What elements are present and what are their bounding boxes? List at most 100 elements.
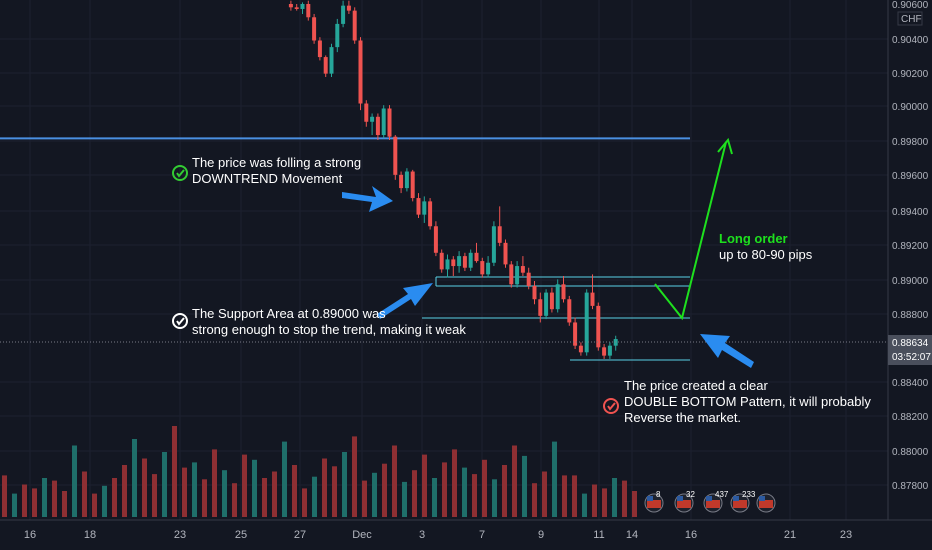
time-tick-label: 9 xyxy=(538,529,544,541)
time-tick-label: 23 xyxy=(840,529,852,541)
volume-bar xyxy=(342,452,347,517)
candle-body xyxy=(596,305,601,348)
candles xyxy=(288,0,618,359)
volume-bar xyxy=(352,436,357,517)
candle-body xyxy=(404,171,409,189)
downtrend-annotation: The price was folling a strong DOWNTREND… xyxy=(192,155,361,187)
time-tick-label: Dec xyxy=(352,529,372,541)
candle-body xyxy=(480,261,485,275)
volume-bar xyxy=(2,475,7,517)
price-tick-label: 0.90200 xyxy=(892,69,929,80)
candle-body xyxy=(352,10,357,41)
volume-bar xyxy=(132,439,137,517)
volume-bar xyxy=(92,493,97,517)
long-projection-arrowhead xyxy=(717,137,733,155)
time-tick-label: 3 xyxy=(419,529,425,541)
flag-stripes xyxy=(733,500,747,508)
volume-bar xyxy=(532,483,537,517)
price-tick-label: 0.90000 xyxy=(892,102,929,113)
candle-body xyxy=(503,242,508,265)
flag-stripes xyxy=(647,500,661,508)
check-circle xyxy=(172,313,188,329)
candle-body xyxy=(312,17,317,41)
volume-bar xyxy=(612,478,617,517)
candle-body xyxy=(410,171,415,199)
candle-body xyxy=(561,284,566,300)
volume-bar xyxy=(42,478,47,517)
time-tick-label: 7 xyxy=(479,529,485,541)
candle-body xyxy=(393,136,398,175)
support-arrow xyxy=(377,283,433,319)
time-tick-label: 27 xyxy=(294,529,306,541)
time-tick-label: 18 xyxy=(84,529,96,541)
event-count-label: 8 xyxy=(656,490,661,499)
downtrend-line-1: The price was folling a strong xyxy=(192,155,362,170)
volume-bar xyxy=(482,459,487,517)
double-bottom-line-2: DOUBLE BOTTOM Pattern, it will probably xyxy=(624,394,871,409)
time-tick-label: 23 xyxy=(174,529,186,541)
volume-bar xyxy=(552,441,557,517)
volume-bar xyxy=(372,472,377,517)
volume-bar xyxy=(32,488,37,517)
price-tick-label: 0.88800 xyxy=(892,310,929,321)
volume-bar xyxy=(62,491,67,517)
volume-bar xyxy=(332,466,337,517)
candle-body xyxy=(544,292,549,316)
volume-bar xyxy=(282,441,287,517)
volume-bar xyxy=(362,480,367,517)
price-tick-label: 0.87800 xyxy=(892,481,929,492)
candle-body xyxy=(590,292,595,306)
candle-body xyxy=(335,23,340,48)
candle-body xyxy=(399,174,404,189)
check-mark xyxy=(607,402,616,411)
candle-body xyxy=(607,345,612,356)
candle-body xyxy=(486,262,491,275)
volume-bar xyxy=(152,474,157,517)
price-tick-label: 0.89400 xyxy=(892,207,929,218)
event-marker xyxy=(756,493,776,513)
candle-body xyxy=(428,201,433,227)
candle-body xyxy=(532,285,537,300)
volume-bar xyxy=(412,470,417,517)
candle-body xyxy=(364,103,369,122)
volume-bar xyxy=(112,478,117,517)
candle-body xyxy=(515,266,520,285)
candle-body xyxy=(346,5,351,11)
time-tick-label: 25 xyxy=(235,529,247,541)
volume-bar xyxy=(82,471,87,517)
time-tick-label: 21 xyxy=(784,529,796,541)
volume-bar xyxy=(542,471,547,517)
flag-canton xyxy=(706,496,712,501)
volume-bar xyxy=(392,445,397,517)
event-marker: 8 xyxy=(644,490,664,513)
long-order-title: Long order xyxy=(719,231,788,246)
candle-body xyxy=(323,57,328,74)
price-tick-label: 0.88200 xyxy=(892,412,929,423)
event-marker: 32 xyxy=(674,490,695,513)
support-line-2: strong enough to stop the trend, making … xyxy=(192,322,466,337)
volume-bar xyxy=(402,481,407,517)
volume-bar xyxy=(432,478,437,517)
price-tick-label: 0.89600 xyxy=(892,171,929,182)
volume-bar xyxy=(122,465,127,517)
candle-body xyxy=(573,322,578,346)
volume-bar xyxy=(312,476,317,517)
countdown-label: 03:52:07 xyxy=(892,352,931,363)
volume-bar xyxy=(592,484,597,517)
volume-bar xyxy=(212,449,217,517)
volume-bar xyxy=(422,454,427,517)
volume-bar xyxy=(72,445,77,517)
support-line-1: The Support Area at 0.89000 was xyxy=(192,306,386,321)
downtrend-arrow xyxy=(342,186,393,212)
event-count-label: 233 xyxy=(742,490,756,499)
candle-body xyxy=(468,252,473,268)
candle-body xyxy=(433,226,438,253)
volume-bar xyxy=(102,485,107,517)
price-axis: 0.90600 CHF 0.90400 0.90200 0.90000 0.89800 0.… xyxy=(887,0,932,520)
event-marker: 233 xyxy=(730,490,756,513)
price-tick-label: 0.89200 xyxy=(892,241,929,252)
price-tick-label: 0.90400 xyxy=(892,35,929,46)
time-tick-label: 16 xyxy=(685,529,697,541)
current-price-label: 0.88634 xyxy=(892,338,929,349)
